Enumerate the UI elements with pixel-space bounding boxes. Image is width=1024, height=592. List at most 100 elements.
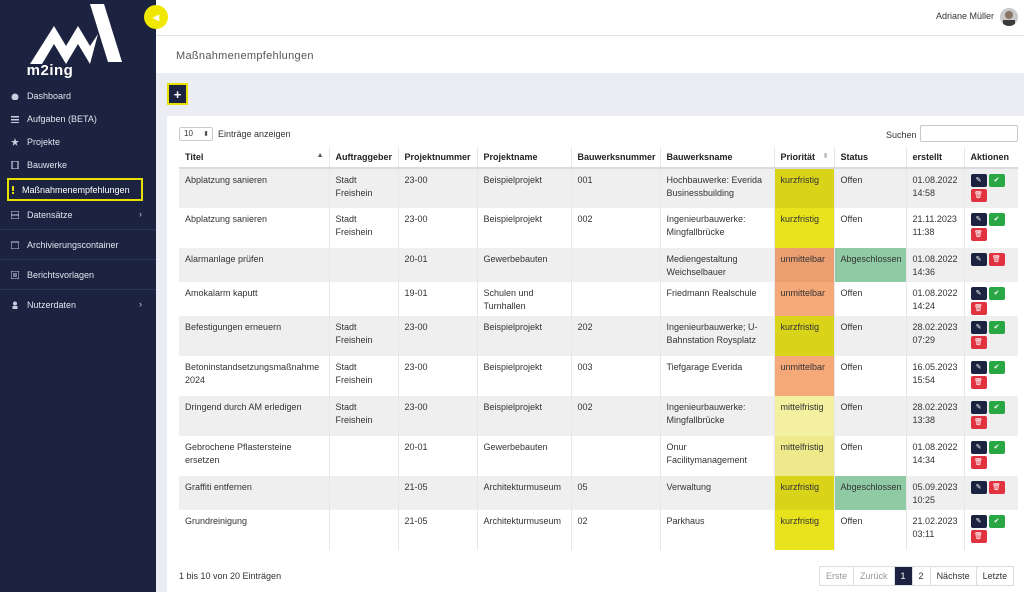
table-row[interactable]: Dringend durch AM erledigen Stadt Freishe… [179, 396, 1018, 436]
column-header-bauwerksname[interactable]: Bauwerksname [660, 147, 775, 169]
pagination-last[interactable]: Letzte [982, 571, 1008, 581]
edit-button[interactable]: ✎ [970, 361, 987, 374]
user-icon [11, 301, 19, 309]
cell-bauwerksnummer: 002 [571, 208, 661, 248]
cell-prioritaet: kurzfristig [774, 208, 835, 248]
complete-button[interactable]: ✔ [988, 321, 1005, 334]
recommendations-table: Titel ▲ Auftraggeber Projektnummer Projek… [179, 147, 1018, 550]
column-header-status[interactable]: Status [834, 147, 907, 169]
dashboard-icon [11, 92, 19, 100]
pagination-prev[interactable]: Zurück [854, 567, 895, 585]
complete-button[interactable]: ✔ [988, 361, 1005, 374]
pagination-first[interactable]: Erste [820, 567, 855, 585]
column-header-erstellt[interactable]: erstellt [906, 147, 965, 169]
add-button[interactable]: + [167, 83, 188, 105]
table-row[interactable]: Abplatzung sanieren Stadt Freishein 23-00 B… [179, 208, 1018, 248]
cell-projektname: Beispielprojekt [477, 316, 572, 356]
column-header-titel[interactable]: Titel ▲ [179, 147, 330, 169]
delete-button[interactable]: 🗑 [970, 416, 987, 429]
cell-projektnummer: 23-00 [398, 396, 478, 436]
edit-button[interactable]: ✎ [970, 481, 987, 494]
complete-button[interactable]: ✔ [988, 441, 1005, 454]
pagination-page-1[interactable]: 1 [894, 567, 913, 585]
column-header-prioritaet[interactable]: Priorität ⬍ [774, 147, 835, 169]
delete-button[interactable]: 🗑 [970, 530, 987, 543]
table-row[interactable]: Amokalarm kaputt 19-01 Schulen und Turnhal… [179, 282, 1018, 316]
table-row[interactable]: Alarmanlage prüfen 20-01 Gewerbebauten Medi… [179, 248, 1018, 282]
sidebar-toggle-button[interactable]: ◂ [144, 5, 168, 29]
column-header-bauwerksnummer[interactable]: Bauwerksnummer [571, 147, 661, 169]
table-row[interactable]: Betoninstandsetzungsmaßnahme 2024 Stadt F… [179, 356, 1018, 396]
column-header-projektnummer[interactable]: Projektnummer [398, 147, 478, 169]
chevron-right-icon: › [139, 209, 142, 219]
cell-bauwerksnummer [571, 248, 661, 282]
cell-erstellt: 05.09.2023 10:25 [906, 476, 965, 510]
cell-status: Offen [834, 168, 907, 208]
sidebar-item-dashboard[interactable]: Dashboard [0, 84, 156, 107]
table-row[interactable]: Graffiti entfernen 21-05 Architekturmuseum… [179, 476, 1018, 510]
logo-text: m2ing [26, 62, 74, 79]
complete-button[interactable]: ✔ [988, 174, 1005, 187]
cell-auftraggeber: Stadt Freishein [329, 396, 399, 436]
edit-button[interactable]: ✎ [970, 174, 987, 187]
sidebar-item-berichtsvorlagen[interactable]: Berichtsvorlagen [0, 263, 156, 286]
complete-button[interactable]: ✔ [988, 515, 1005, 528]
cell-status: Offen [834, 208, 907, 248]
sidebar-item-aufgaben[interactable]: Aufgaben (BETA) [0, 107, 156, 130]
sidebar-item-nutzerdaten[interactable]: Nutzerdaten › [0, 293, 156, 316]
cell-bauwerksnummer: 003 [571, 356, 661, 396]
delete-button[interactable]: 🗑 [970, 336, 987, 349]
cell-status: Offen [834, 282, 907, 316]
table-row[interactable]: Grundreinigung 21-05 Architekturmuseum 02 Pa… [179, 510, 1018, 550]
sidebar-item-bauwerke[interactable]: Bauwerke [0, 153, 156, 176]
cell-status: Offen [834, 510, 907, 550]
cell-status: Offen [834, 356, 907, 396]
sidebar-item-massnahmenempfehlungen[interactable]: Maßnahmenempfehlungen [7, 178, 143, 201]
delete-button[interactable]: 🗑 [970, 302, 987, 315]
search-input[interactable] [920, 125, 1018, 142]
top-bar: Adriane Müller [156, 0, 1024, 36]
edit-button[interactable]: ✎ [970, 253, 987, 266]
user-name[interactable]: Adriane Müller [935, 11, 994, 21]
edit-button[interactable]: ✎ [970, 441, 987, 454]
edit-button[interactable]: ✎ [970, 515, 987, 528]
table-row[interactable]: Gebrochene Pflastersteine ersetzen 20-01 G… [179, 436, 1018, 476]
edit-button[interactable]: ✎ [970, 213, 987, 226]
cell-erstellt: 01.08.2022 14:34 [906, 436, 965, 476]
divider [0, 259, 156, 260]
delete-button[interactable]: 🗑 [970, 456, 987, 469]
complete-button[interactable]: ✔ [988, 213, 1005, 226]
edit-button[interactable]: ✎ [970, 287, 987, 300]
column-header-auftraggeber[interactable]: Auftraggeber [329, 147, 399, 169]
cell-titel: Dringend durch AM erledigen [179, 396, 330, 436]
delete-button[interactable]: 🗑 [970, 189, 987, 202]
edit-button[interactable]: ✎ [970, 321, 987, 334]
edit-button[interactable]: ✎ [970, 401, 987, 414]
cell-projektname: Beispielprojekt [477, 208, 572, 248]
complete-button[interactable]: ✔ [988, 287, 1005, 300]
sidebar-item-projekte[interactable]: Projekte [0, 130, 156, 153]
sidebar-item-archivierungscontainer[interactable]: Archivierungscontainer [0, 233, 156, 256]
cell-bauwerksnummer: 001 [571, 168, 661, 208]
avatar[interactable] [1000, 8, 1018, 26]
cell-auftraggeber: Stadt Freishein [329, 208, 399, 248]
page-title: Maßnahmenempfehlungen [176, 50, 314, 62]
table-row[interactable]: Befestigungen erneuern Stadt Freishein 23-… [179, 316, 1018, 356]
delete-button[interactable]: 🗑 [970, 376, 987, 389]
cell-projektname: Gewerbebauten [477, 248, 572, 282]
complete-button[interactable]: ✔ [988, 401, 1005, 414]
m2ing-logo[interactable] [28, 4, 124, 80]
table-row[interactable]: Abplatzung sanieren Stadt Freishein 23-00 B… [179, 168, 1018, 208]
pagination-page-2[interactable]: 2 [913, 567, 931, 585]
delete-button[interactable]: 🗑 [988, 481, 1005, 494]
cell-aktionen: ✎ 🗑 [964, 248, 1018, 282]
delete-button[interactable]: 🗑 [988, 253, 1005, 266]
sidebar-item-datensaetze[interactable]: Datensätze › [0, 203, 156, 226]
pagination-next[interactable]: Nächste [931, 567, 977, 585]
entries-length-select[interactable]: 10 ⬍ [179, 127, 213, 141]
delete-button[interactable]: 🗑 [970, 228, 987, 241]
column-header-projektname[interactable]: Projektname [477, 147, 572, 169]
cell-auftraggeber [329, 248, 399, 282]
cell-auftraggeber [329, 282, 399, 316]
table-info: 1 bis 10 von 20 Einträgen [179, 571, 282, 581]
